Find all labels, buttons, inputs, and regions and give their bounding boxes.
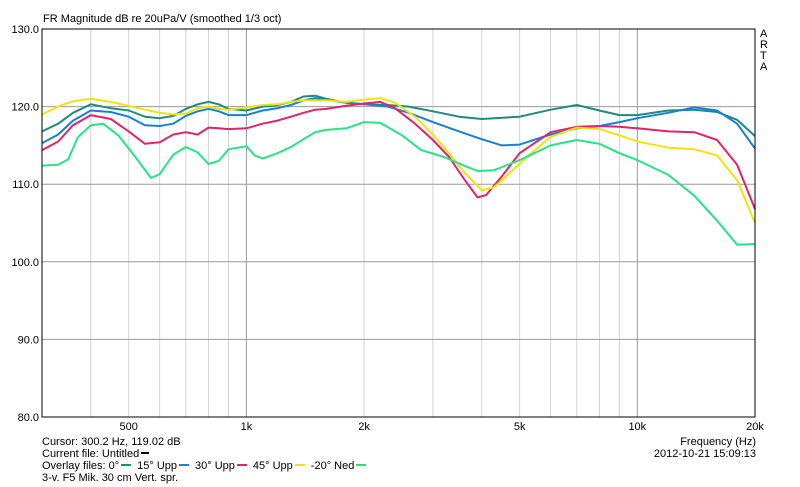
- chart-title: FR Magnitude dB re 20uPa/V (smoothed 1/3…: [43, 13, 281, 25]
- brand-letter: R: [760, 39, 768, 51]
- x-tick-label: 2k: [358, 421, 370, 433]
- y-tick-label: 130.0: [11, 24, 39, 36]
- x-tick-label: 5k: [514, 421, 526, 433]
- legend-entry: -20° Ned: [311, 460, 369, 472]
- legend-swatch-icon: [294, 464, 305, 467]
- plot-area: [41, 28, 756, 418]
- series-line: [41, 94, 756, 137]
- series-line: [41, 97, 756, 150]
- y-tick-label: 110.0: [12, 179, 39, 191]
- legend-swatch-icon: [356, 464, 367, 467]
- timestamp: 2012-10-21 15:09:13: [653, 448, 756, 460]
- legend-label: -20° Ned: [310, 460, 355, 472]
- arta-brand: A R T A: [760, 28, 768, 73]
- y-tick-label: 90.0: [18, 334, 39, 346]
- grid: [42, 29, 755, 417]
- legend-swatch-icon: [121, 464, 132, 467]
- legend-swatch-icon: [179, 464, 190, 467]
- legend-swatch-icon: [236, 464, 247, 467]
- x-tick-labels: 500 1k 2k 5k 10k 20k: [120, 421, 765, 433]
- legend-entry: 0°: [109, 460, 134, 472]
- cursor-readout: Cursor: 300.2 Hz, 119.02 dB: [42, 436, 181, 448]
- x-axis-label: Frequency (Hz): [680, 436, 756, 448]
- legend-label: 30° Upp: [195, 460, 235, 472]
- brand-letter: A: [760, 61, 768, 73]
- plot-frame: [41, 28, 756, 418]
- footer-info: Cursor: 300.2 Hz, 119.02 dB Current file…: [42, 436, 372, 484]
- legend-entry: 30° Upp: [195, 460, 249, 472]
- y-tick-labels: 80.0 90.0 100.0 110.0 120.0 130.0: [11, 24, 39, 424]
- overlay-label: Overlay files:: [42, 460, 106, 472]
- x-tick-label: 500: [120, 421, 138, 433]
- brand-letter: A: [760, 28, 768, 40]
- series-line: [41, 121, 756, 246]
- comment: 3-v. F5 Mik. 30 cm Vert. spr.: [42, 472, 179, 484]
- legend-entry: 15° Upp: [137, 460, 191, 472]
- y-tick-label: 100.0: [11, 257, 39, 269]
- footer-right: Frequency (Hz) 2012-10-21 15:09:13: [654, 436, 756, 460]
- legend-label: 15° Upp: [137, 460, 178, 472]
- x-tick-label: 20k: [746, 421, 764, 433]
- legend: 0° 15° Upp 30° Upp 45° Upp -20° Ned: [109, 460, 373, 472]
- brand-letter: T: [760, 50, 767, 62]
- series-line: [41, 100, 756, 210]
- series-layer: [41, 94, 756, 246]
- x-tick-label: 1k: [241, 421, 253, 433]
- series-line: [41, 97, 756, 224]
- overlay-files: Overlay files: 0° 15° Upp 30° Upp 45° Upp -2…: [42, 460, 372, 472]
- legend-label: 0°: [108, 460, 120, 472]
- legend-label: 45° Upp: [252, 460, 293, 472]
- current-file-label: Current file: Untitled: [42, 448, 140, 460]
- current-file: Current file: Untitled: [42, 448, 372, 460]
- y-tick-label: 80.0: [18, 412, 39, 424]
- x-tick-label: 10k: [628, 421, 646, 433]
- y-tick-label: 120.0: [11, 102, 39, 114]
- current-file-line-icon: [141, 452, 150, 455]
- legend-entry: 45° Upp: [253, 460, 307, 472]
